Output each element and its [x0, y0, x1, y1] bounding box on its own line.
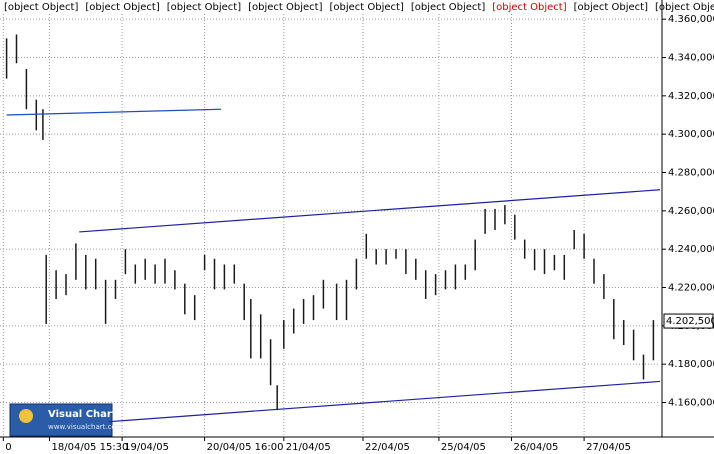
header-text: [object Object]	[330, 2, 404, 13]
y-tick-label: 4.240,000	[668, 244, 714, 255]
y-tick-label: 4.280,000	[668, 168, 714, 179]
y-tick-label: 4.260,000	[668, 206, 714, 217]
y-tick-label: 4.360,000	[668, 14, 714, 25]
x-tick-label: 20/04/05 16:00	[207, 442, 284, 453]
logo-title: Visual Chart	[48, 409, 117, 420]
trend-line	[79, 189, 661, 233]
logo-icon	[19, 409, 33, 423]
y-tick-label: 4.320,000	[668, 91, 714, 102]
x-tick-label: 0	[5, 442, 11, 453]
x-tick-label: 19/04/05	[124, 442, 169, 453]
x-tick-label: 26/04/05	[514, 442, 559, 453]
header-text: [object Object]	[167, 2, 241, 13]
header-text: [object Object]	[411, 2, 485, 13]
header-text: [object Object]	[655, 2, 714, 13]
y-tick-label: 4.340,000	[668, 53, 714, 64]
header-text: [object Object]	[248, 2, 322, 13]
x-tick-label: 22/04/05	[365, 442, 410, 453]
header-text: [object Object]	[4, 2, 78, 13]
trend-line	[6, 108, 222, 116]
last-value-box	[663, 313, 714, 329]
y-tick-label: 4.180,000	[668, 359, 714, 370]
header-text: [object Object]	[574, 2, 648, 13]
y-tick-label: 4.160,000	[668, 398, 714, 409]
header-text: [object Object]	[492, 2, 566, 13]
logo: Visual Chart www.visualchart.com	[9, 403, 123, 437]
y-tick-label: 4.220,000	[668, 283, 714, 294]
last-value-label: 4.202,500	[666, 316, 714, 327]
y-tick-label: 4.300,000	[668, 129, 714, 140]
x-tick-label: 21/04/05	[286, 442, 331, 453]
trend-line	[108, 380, 661, 423]
header-bar	[0, 0, 662, 14]
x-tick-label: 27/04/05	[586, 442, 631, 453]
x-tick-label: 18/04/05 15:30	[52, 442, 129, 453]
logo-url: www.visualchart.com	[48, 423, 123, 431]
header-text: [object Object]	[85, 2, 159, 13]
x-tick-label: 25/04/05	[441, 442, 486, 453]
